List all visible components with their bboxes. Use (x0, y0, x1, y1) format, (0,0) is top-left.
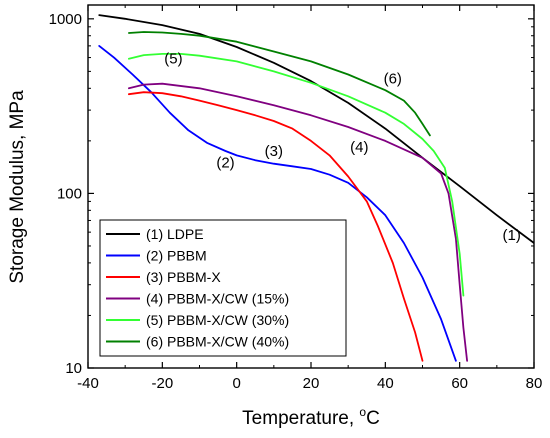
x-tick-label: -20 (151, 375, 173, 392)
x-tick-label: 20 (303, 375, 320, 392)
legend-label-4: (4) PBBM-X/CW (15%) (146, 291, 289, 307)
y-tick-label: 10 (65, 360, 82, 377)
series-line-3 (127, 91, 424, 362)
x-axis-label-unit: C (366, 408, 380, 429)
series-line-1 (98, 14, 534, 244)
series-line-6 (127, 31, 431, 137)
legend-label-2: (2) PBBM (146, 248, 207, 264)
series-annotation-5: (5) (164, 50, 182, 67)
series-annotation-4: (4) (350, 139, 368, 156)
x-tick-label: 0 (232, 375, 240, 392)
x-axis-label: Temperature, oC (242, 405, 380, 429)
y-tick-label: 1000 (49, 11, 82, 28)
x-tick-label: 40 (377, 375, 394, 392)
legend: (1) LDPE (2) PBBM (3) PBBM-X (4) PBBM-X/CW … (99, 219, 347, 357)
legend-label-1: (1) LDPE (146, 226, 204, 242)
series-annotation-6: (6) (384, 70, 402, 87)
series-line-5 (127, 53, 465, 297)
series-annotation-3: (3) (265, 143, 283, 160)
series-line-4 (127, 82, 469, 362)
y-axis-label: Storage Modulus, MPa (7, 90, 28, 284)
x-tick-label: 60 (451, 375, 468, 392)
y-tick-label: 100 (57, 185, 82, 202)
x-axis: -40 -20 0 20 40 60 80 (77, 5, 542, 392)
x-tick-label: -40 (77, 375, 99, 392)
series-annotation-2: (2) (216, 155, 234, 172)
series-annotation-1: (1) (503, 227, 521, 244)
legend-label-3: (3) PBBM-X (146, 269, 221, 285)
x-axis-label-main: Temperature, (242, 408, 359, 429)
x-axis-label-sup: o (359, 405, 366, 419)
series-line-2 (98, 45, 457, 362)
legend-box (99, 219, 347, 357)
legend-label-5: (5) PBBM-X/CW (30%) (146, 312, 289, 328)
legend-label-6: (6) PBBM-X/CW (40%) (146, 334, 289, 350)
x-tick-label: 80 (526, 375, 543, 392)
series-layer (98, 14, 534, 362)
annotation-layer: (1) (2) (3) (4) (5) (6) (164, 50, 521, 244)
y-axis: 10 100 1000 (49, 11, 534, 377)
